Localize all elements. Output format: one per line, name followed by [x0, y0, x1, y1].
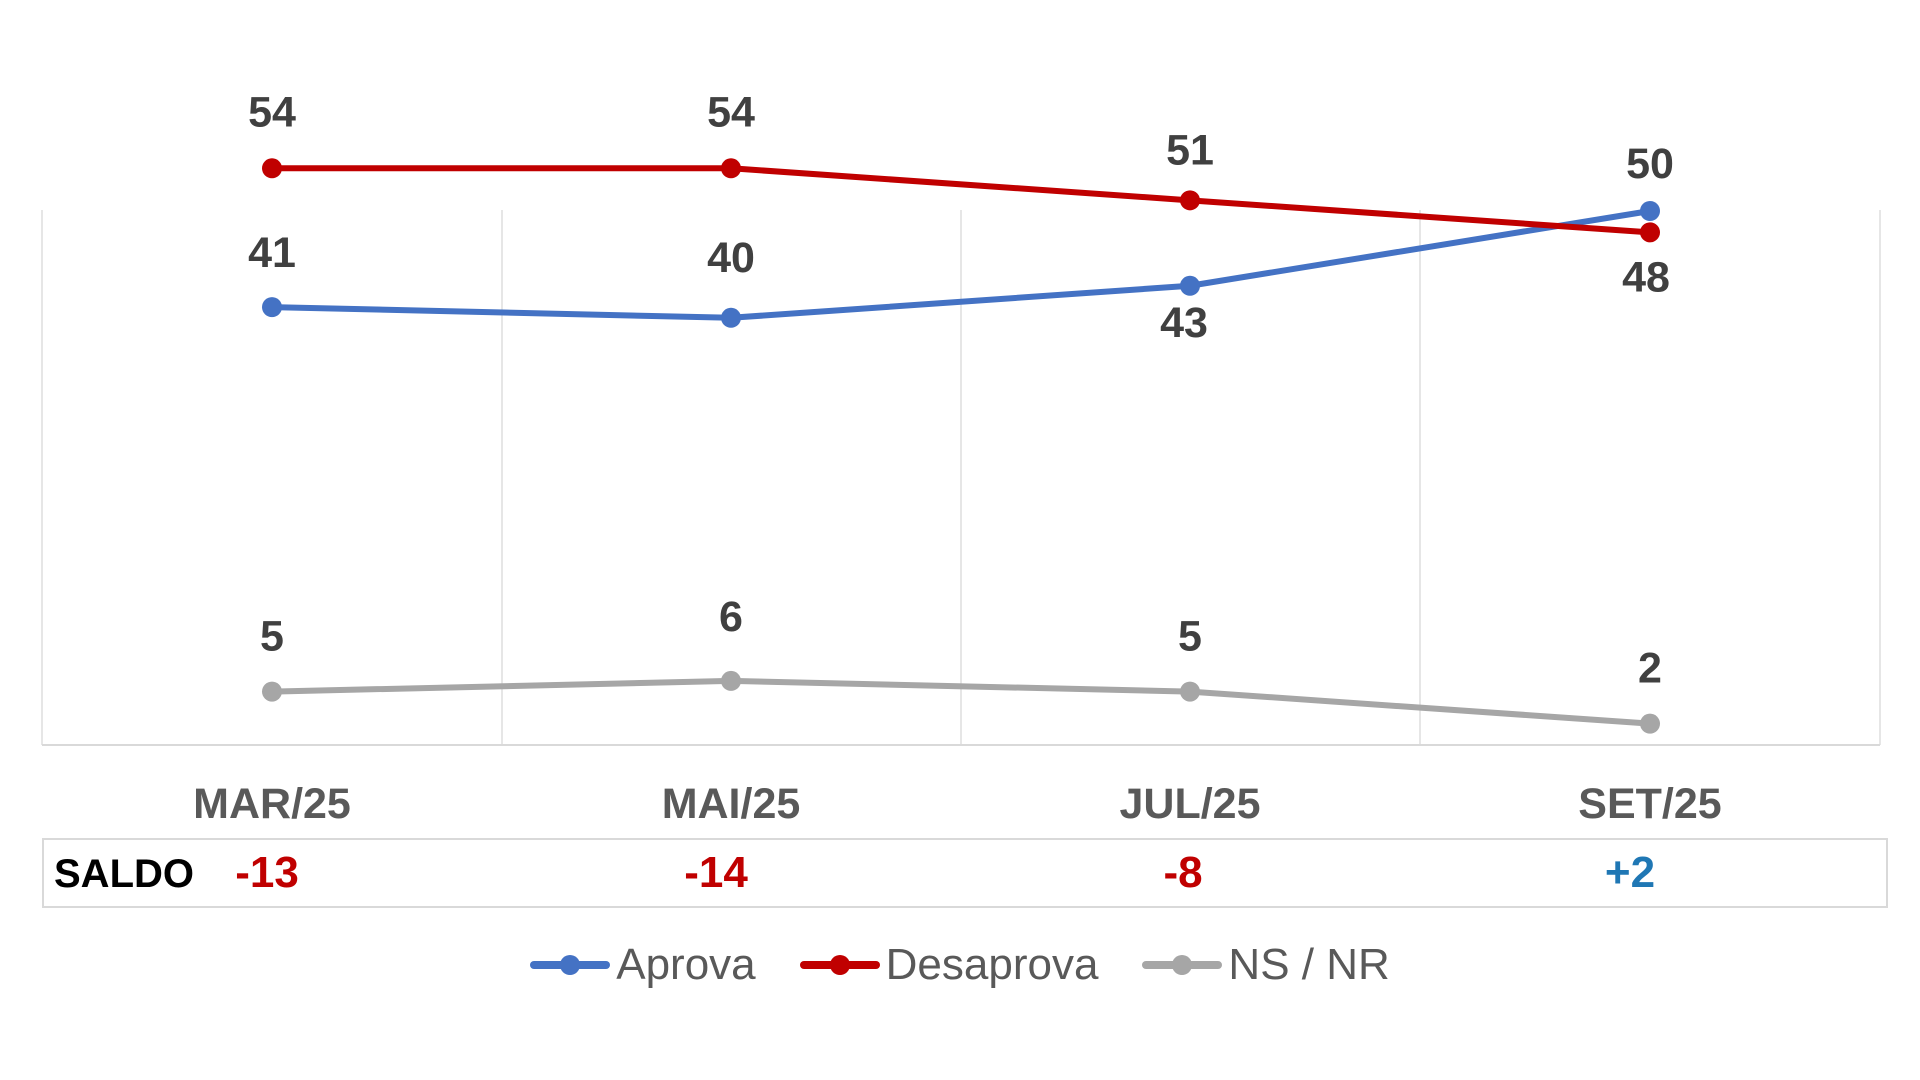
legend: Aprova Desaprova NS / NR — [0, 935, 1920, 995]
legend-swatch-aprova — [530, 955, 611, 975]
grid — [41, 210, 1881, 746]
point-desaprova-0 — [262, 158, 282, 179]
point-ns-nr-0 — [262, 681, 282, 702]
point-ns-nr-1 — [721, 670, 741, 691]
saldo-label: SALDO — [54, 852, 194, 896]
data-label-aprova-2: 43 — [1160, 299, 1208, 347]
series-line-ns-nr — [269, 677, 1653, 727]
data-labels: 41 40 43 50 54 54 51 48 5 6 5 2 — [248, 88, 1674, 692]
legend-label-ns-nr: NS / NR — [1228, 940, 1390, 989]
data-label-aprova-1: 40 — [707, 234, 755, 282]
point-aprova-2 — [1180, 275, 1200, 296]
x-tick-label-1: MAI/25 — [662, 780, 801, 828]
legend-marker-desaprova — [829, 955, 850, 975]
saldo-value-1: -14 — [684, 848, 748, 897]
point-desaprova-3 — [1640, 222, 1660, 243]
data-label-desaprova-3: 48 — [1622, 253, 1670, 301]
line-chart: 41 40 43 50 54 54 51 48 5 6 5 2 MAR/25 MAI/25 JUL/25 S… — [41, 88, 1881, 828]
x-axis-ticks: MAR/25 MAI/25 JUL/25 SET/25 — [193, 780, 1722, 828]
point-ns-nr-3 — [1640, 713, 1660, 734]
legend-item-ns-nr: NS / NR — [1142, 940, 1390, 990]
data-label-ns-nr-3: 2 — [1638, 645, 1662, 693]
legend-marker-ns-nr — [1172, 955, 1193, 975]
data-label-desaprova-1: 54 — [707, 88, 755, 136]
x-tick-label-3: SET/25 — [1578, 780, 1721, 828]
legend-item-desaprova: Desaprova — [799, 940, 1099, 990]
x-tick-label-0: MAR/25 — [193, 780, 351, 828]
legend-label-aprova: Aprova — [616, 940, 756, 989]
saldo-row: SALDO -13 -14 -8 +2 — [42, 838, 1888, 908]
point-desaprova-1 — [721, 158, 741, 179]
saldo-value-3: +2 — [1604, 848, 1656, 897]
legend-label-desaprova: Desaprova — [885, 940, 1099, 989]
point-aprova-0 — [262, 297, 282, 318]
point-aprova-1 — [721, 307, 741, 328]
data-label-desaprova-2: 51 — [1166, 126, 1214, 174]
saldo-value-2: -8 — [1163, 848, 1203, 897]
legend-swatch-ns-nr — [1142, 955, 1223, 975]
data-label-ns-nr-1: 6 — [719, 593, 743, 641]
point-aprova-3 — [1640, 201, 1660, 221]
data-label-ns-nr-2: 5 — [1178, 613, 1202, 661]
data-label-desaprova-0: 54 — [248, 88, 296, 136]
data-label-aprova-3: 50 — [1626, 140, 1674, 188]
series-lines — [269, 165, 1653, 727]
data-label-ns-nr-0: 5 — [260, 613, 284, 661]
legend-swatch-desaprova — [799, 955, 880, 975]
series-line-desaprova — [269, 165, 1653, 236]
x-tick-label-2: JUL/25 — [1119, 780, 1260, 828]
data-points — [262, 158, 1660, 734]
point-ns-nr-2 — [1180, 681, 1200, 702]
series-line-aprova — [269, 208, 1653, 321]
legend-item-aprova: Aprova — [530, 940, 756, 990]
point-desaprova-2 — [1180, 190, 1200, 211]
data-label-aprova-0: 41 — [248, 229, 296, 277]
legend-marker-aprova — [560, 955, 581, 975]
saldo-value-0: -13 — [235, 848, 299, 897]
